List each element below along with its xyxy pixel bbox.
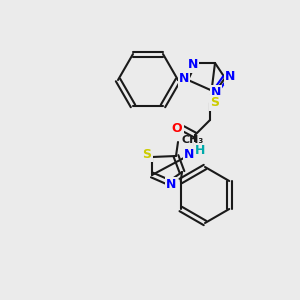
Text: N: N: [184, 148, 194, 160]
Text: N: N: [225, 70, 235, 83]
Text: S: S: [142, 148, 152, 160]
Text: S: S: [211, 97, 220, 110]
Text: N: N: [188, 58, 198, 71]
Text: N: N: [166, 178, 176, 191]
Text: H: H: [195, 143, 205, 157]
Text: N: N: [211, 86, 221, 100]
Text: CH₃: CH₃: [182, 135, 204, 145]
Text: N: N: [179, 73, 189, 85]
Text: O: O: [172, 122, 182, 134]
